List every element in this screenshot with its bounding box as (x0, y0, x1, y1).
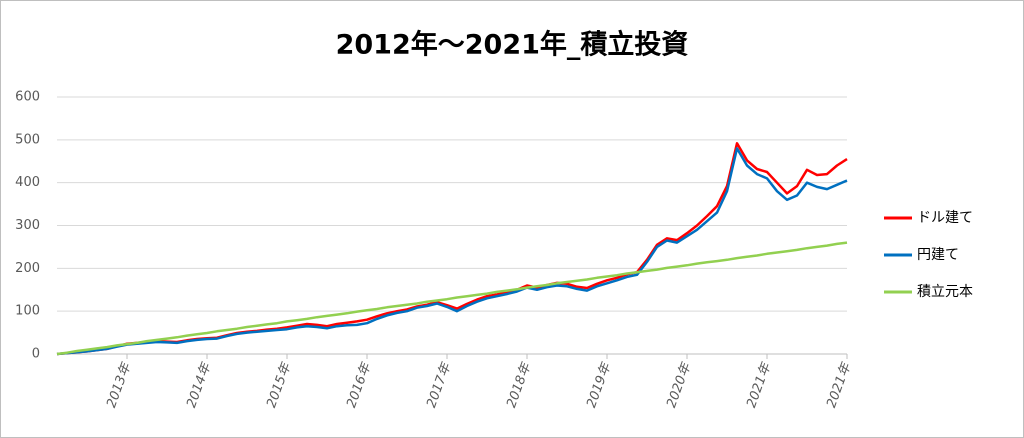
y-tick-label: 0 (32, 347, 40, 362)
chart-title: 2012年～2021年_積立投資 (336, 29, 689, 61)
y-tick-label: 200 (15, 261, 40, 276)
y-tick-label: 300 (15, 218, 40, 233)
legend-label: ドル建て (917, 210, 973, 226)
legend-label: 円建て (917, 247, 959, 263)
y-tick-label: 500 (15, 132, 40, 147)
y-tick-label: 100 (15, 304, 40, 319)
series-line (56, 147, 848, 356)
y-tick-label: 400 (15, 175, 40, 190)
legend-label: 積立元本 (917, 284, 973, 300)
y-tick-label: 600 (15, 90, 40, 105)
series-line (56, 241, 848, 356)
